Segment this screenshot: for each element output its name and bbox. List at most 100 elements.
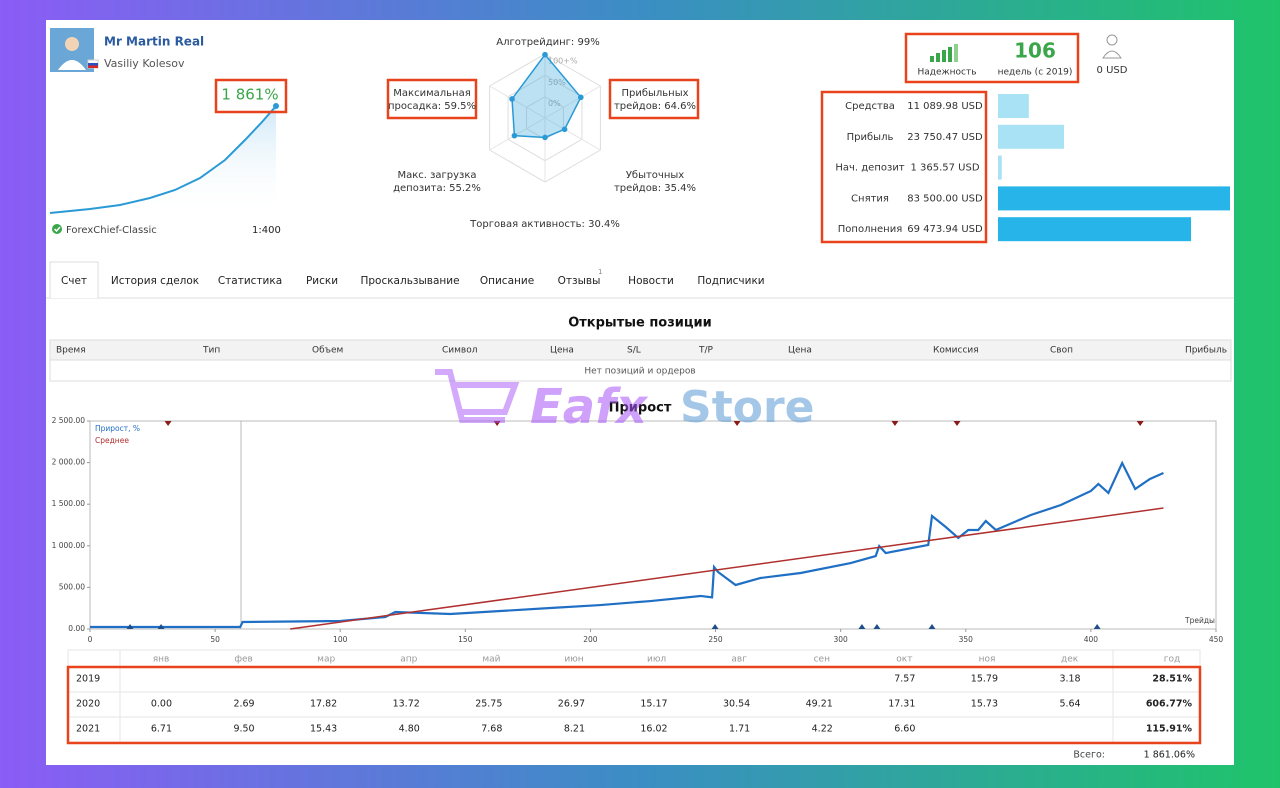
bar-icon bbox=[930, 56, 934, 62]
tab[interactable]: Описание bbox=[480, 275, 534, 287]
deposit-marker bbox=[891, 421, 899, 426]
total-value: 1 861.06% bbox=[1144, 750, 1195, 761]
x-tick-label: 300 bbox=[834, 635, 849, 644]
tab[interactable]: Статистика bbox=[218, 275, 282, 287]
year: 2019 bbox=[76, 674, 100, 685]
stat-value: 23 750.47 USD bbox=[907, 132, 983, 143]
bar-icon bbox=[954, 44, 958, 62]
month-value: 2.69 bbox=[233, 699, 254, 710]
radar-spoke bbox=[544, 117, 601, 151]
month-value: 4.80 bbox=[399, 724, 420, 735]
sparkline bbox=[49, 105, 277, 214]
column-header: T/P bbox=[698, 346, 714, 356]
bar-icon bbox=[948, 47, 952, 62]
deposit-marker bbox=[953, 421, 961, 426]
tab[interactable]: Проскальзывание bbox=[360, 275, 459, 287]
column-header: Объем bbox=[312, 346, 343, 356]
month-value: 30.54 bbox=[723, 699, 750, 710]
broker[interactable]: ForexChief-Classic bbox=[66, 225, 157, 236]
tab[interactable]: Риски bbox=[306, 275, 338, 287]
column-header: Комиссия bbox=[933, 346, 979, 356]
y-tick-label: 1 000.00 bbox=[52, 541, 86, 550]
stat-label: Пополнения bbox=[838, 224, 902, 235]
stat-bar bbox=[998, 94, 1029, 118]
flag-stripe bbox=[88, 65, 98, 68]
chart-title: Прирост bbox=[609, 401, 672, 416]
x-tick-label: 150 bbox=[458, 635, 473, 644]
month-header: янв bbox=[153, 655, 170, 665]
radar-label: Алготрейдинг: 99% bbox=[496, 37, 599, 48]
tab[interactable]: Новости bbox=[628, 275, 674, 287]
highlight bbox=[66, 665, 1202, 745]
flag-stripe bbox=[88, 63, 98, 66]
month-header: авг bbox=[731, 655, 747, 665]
highlight bbox=[386, 78, 478, 120]
month-value: 6.60 bbox=[894, 724, 915, 735]
legend-entry: Среднее bbox=[95, 436, 129, 445]
tab[interactable]: Счет bbox=[61, 275, 87, 287]
month-value: 16.02 bbox=[640, 724, 667, 735]
month-value: 17.82 bbox=[310, 699, 337, 710]
withdrawal-marker bbox=[126, 624, 134, 629]
tab[interactable]: Отзывы bbox=[558, 275, 601, 287]
month-header: апр bbox=[400, 655, 417, 665]
series-line bbox=[90, 460, 1164, 629]
withdrawal-marker bbox=[858, 624, 866, 629]
people-icon bbox=[1102, 50, 1122, 59]
stat-label: Снятия bbox=[851, 193, 889, 204]
y-tick-label: 500.00 bbox=[59, 582, 85, 591]
stat-value: 69 473.94 USD bbox=[907, 224, 983, 235]
weeks-label: недель (с 2019) bbox=[998, 68, 1073, 78]
radar-label: Торговая активность: 30.4% bbox=[469, 219, 620, 230]
month-header: фев bbox=[234, 655, 253, 665]
funds: 0 USD bbox=[1097, 65, 1128, 76]
x-tick-label: 350 bbox=[959, 635, 974, 644]
radar-point bbox=[542, 51, 548, 58]
x-tick-label: 50 bbox=[210, 635, 220, 644]
highlight bbox=[608, 78, 700, 120]
empty-message: Нет позиций и ордеров bbox=[584, 367, 695, 377]
month-value: 9.50 bbox=[233, 724, 254, 735]
stat-value: 1 365.57 USD bbox=[910, 163, 979, 174]
radar-spoke bbox=[489, 85, 546, 119]
month-value: 13.72 bbox=[393, 699, 420, 710]
month-header: мар bbox=[317, 655, 335, 665]
month-value: 26.97 bbox=[558, 699, 585, 710]
stat-label: Прибыль bbox=[847, 132, 894, 143]
month-header: дек bbox=[1061, 655, 1079, 665]
month-header: окт bbox=[896, 655, 912, 665]
weeks: 106 bbox=[1014, 39, 1056, 63]
bar-icon bbox=[942, 50, 946, 62]
active-tab bbox=[49, 261, 99, 298]
tab[interactable]: История сделок bbox=[111, 275, 199, 287]
month-header: июн bbox=[564, 655, 583, 665]
y-tick-label: 2 000.00 bbox=[52, 458, 86, 467]
growth: 1 861% bbox=[221, 86, 278, 104]
column-header: Цена bbox=[788, 346, 812, 356]
withdrawal-marker bbox=[928, 624, 936, 629]
series-line bbox=[290, 507, 1164, 630]
month-value: 8.21 bbox=[564, 724, 585, 735]
year-total: 115.91% bbox=[1146, 724, 1193, 735]
radar-point bbox=[578, 94, 584, 101]
x-tick-label: 400 bbox=[1084, 635, 1099, 644]
month-header: год bbox=[1164, 655, 1180, 665]
tab[interactable]: Подписчики bbox=[697, 275, 764, 287]
stat-label: Нач. депозит bbox=[835, 163, 904, 174]
signal-name[interactable]: Mr Martin Real bbox=[104, 35, 204, 49]
deposit-marker bbox=[164, 421, 172, 426]
month-header: сен bbox=[814, 655, 830, 665]
watermark: Store bbox=[680, 382, 815, 433]
stat-bar bbox=[998, 124, 1064, 149]
watermark-cart bbox=[435, 369, 520, 423]
withdrawal-marker bbox=[1093, 624, 1101, 629]
radar-spoke bbox=[489, 117, 546, 151]
radar-spoke bbox=[544, 85, 601, 119]
radar-label: Максимальная bbox=[393, 88, 470, 99]
radar-label: депозита: 55.2% bbox=[393, 183, 481, 194]
author[interactable]: Vasiliy Kolesov bbox=[104, 57, 185, 70]
x-tick-label: 200 bbox=[583, 635, 598, 644]
table-row bbox=[49, 359, 1232, 382]
